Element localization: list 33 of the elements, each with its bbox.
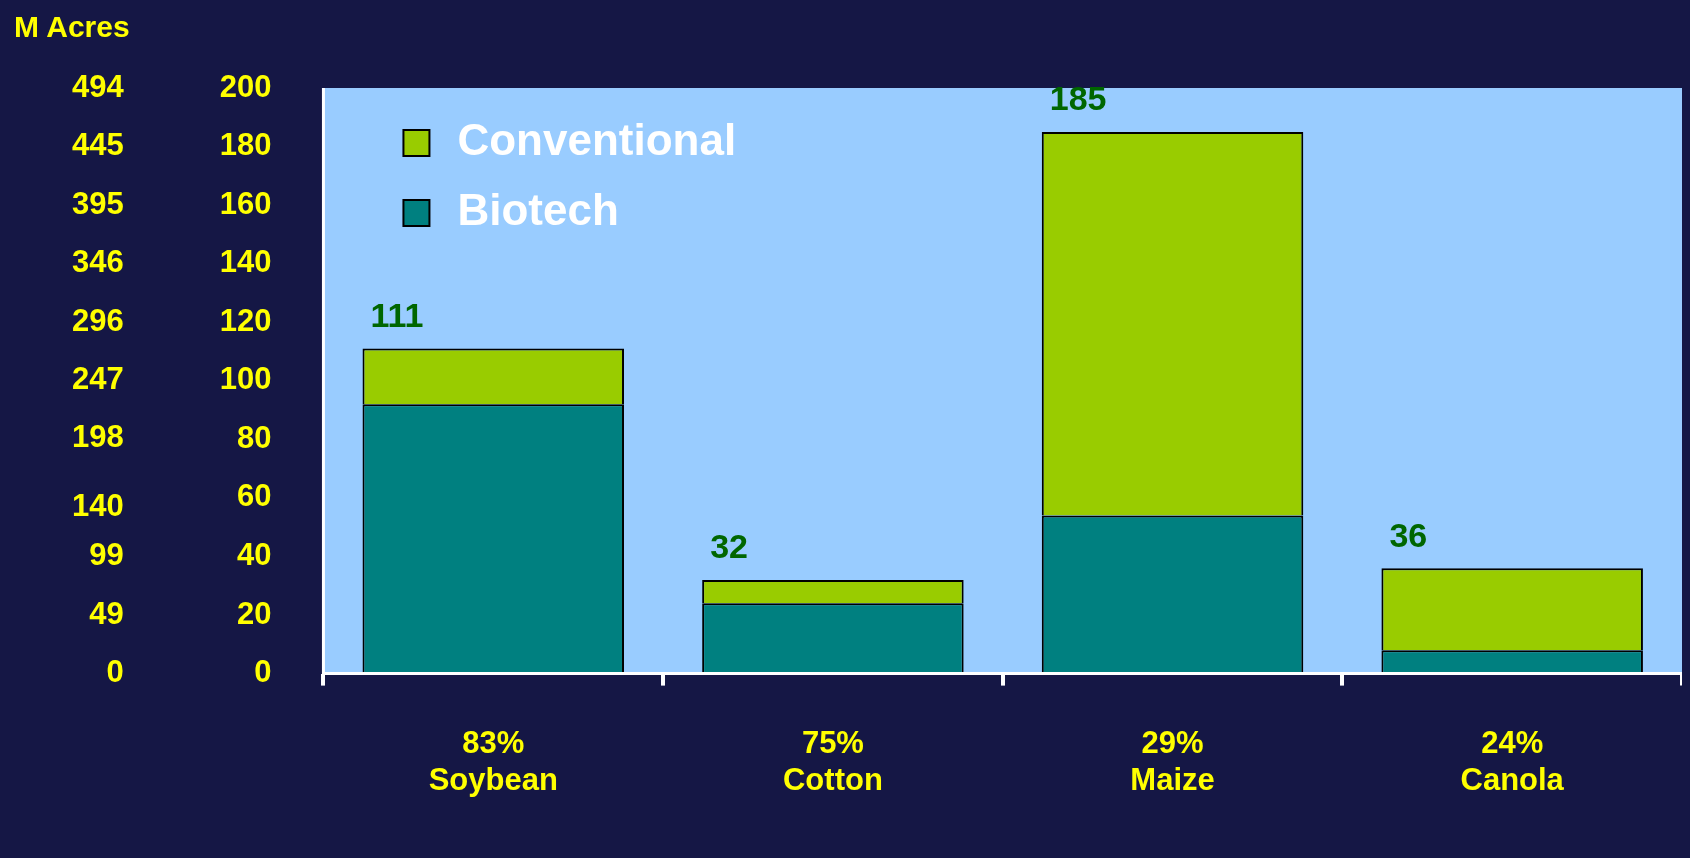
legend-label: Biotech: [457, 185, 619, 235]
y2-tick-label: 346: [71, 243, 124, 279]
y2-tick-label: 140: [71, 488, 124, 524]
y-tick-label: 140: [219, 244, 272, 280]
y2-tick-label: 49: [89, 596, 124, 632]
x-tick-label: 24% Canola: [1460, 724, 1565, 797]
x-tick-label: 83% Soybean: [428, 724, 558, 797]
y2-tick-label: 198: [71, 419, 124, 455]
total-label: 111: [370, 295, 424, 334]
legend-label: Conventional: [457, 115, 737, 165]
y2-tick-label: 494: [71, 68, 125, 104]
y2-tick-label: 445: [71, 126, 124, 162]
y2-tick-label: 296: [71, 303, 124, 339]
y-tick-label: 60: [236, 478, 272, 514]
y2-tick-label: 0: [106, 654, 124, 690]
x-tick-label: 75% Cotton: [782, 724, 883, 797]
y-tick-label: 20: [236, 595, 272, 631]
y2-axis-title: M Acres: [14, 10, 130, 44]
y-tick-label: 160: [219, 185, 272, 221]
y2-tick-label: 395: [71, 185, 124, 221]
y-tick-label: 0: [254, 654, 272, 690]
y-tick-label: 120: [219, 302, 272, 338]
y-tick-label: 40: [236, 537, 272, 573]
y2-tick-label: 99: [89, 536, 124, 572]
total-label: 185: [1049, 79, 1107, 118]
y-tick-label: 80: [236, 419, 272, 455]
total-label: 36: [1389, 515, 1428, 554]
x-tick-label: 29% Maize: [1130, 724, 1215, 797]
y-tick-label: 200: [219, 68, 272, 104]
y-tick-label: 100: [219, 361, 272, 397]
y-tick-label: 180: [219, 127, 272, 163]
y2-tick-label: 247: [71, 361, 124, 397]
total-label: 32: [710, 527, 748, 566]
